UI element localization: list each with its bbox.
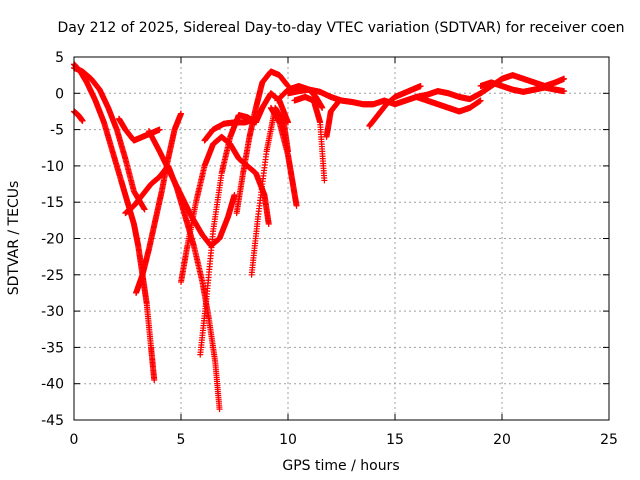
data-point (561, 75, 568, 82)
data-point (79, 117, 86, 124)
series-arc-11 (233, 68, 291, 217)
data-point (477, 97, 484, 104)
data-point (216, 406, 223, 413)
data-point (561, 88, 568, 95)
x-tick-label: 20 (493, 432, 511, 448)
x-tick-labels: 0 5 10 15 20 25 (70, 432, 618, 448)
chart-title: Day 212 of 2025, Sidereal Day-to-day VTE… (58, 20, 625, 36)
y-tick-label: -20 (41, 232, 64, 248)
data-point (336, 97, 343, 104)
data-point (321, 177, 328, 184)
x-tick-label: 25 (600, 432, 618, 448)
data-point (265, 220, 272, 227)
axis-ticks (73, 56, 610, 421)
x-axis-label: GPS time / hours (282, 458, 399, 474)
y-tick-labels: 5 0 -5 -10 -15 -20 -25 -30 -35 -40 -45 (41, 50, 64, 429)
x-tick-label: 0 (70, 432, 79, 448)
series-arc-4 (115, 115, 163, 144)
y-tick-label: -10 (41, 159, 64, 175)
y-tick-label: 0 (55, 86, 64, 102)
y-tick-label: -40 (41, 377, 64, 393)
grid (74, 57, 609, 420)
data-point (141, 206, 148, 213)
series-arc-6 (133, 110, 184, 296)
series-arc-16 (291, 93, 328, 184)
y-tick-label: -5 (50, 123, 64, 139)
data-point (319, 104, 326, 111)
y-tick-label: -30 (41, 304, 64, 320)
series-arc-13 (252, 90, 291, 126)
data-point (417, 83, 424, 90)
data-point (151, 377, 158, 384)
y-tick-label: 5 (55, 50, 64, 66)
data-point (285, 119, 291, 126)
y-tick-label: -25 (41, 268, 64, 284)
series-arc-2 (71, 64, 148, 213)
x-tick-label: 10 (279, 432, 297, 448)
data-point (156, 126, 163, 133)
x-tick-label: 15 (386, 432, 404, 448)
series-arc-20 (381, 93, 484, 115)
series-arc-22 (477, 79, 568, 95)
series-arc-18 (323, 97, 343, 140)
data-point (293, 202, 300, 209)
series-arc-1 (71, 61, 158, 384)
data-point (178, 110, 184, 117)
y-tick-label: -35 (41, 340, 64, 356)
y-tick-label: -15 (41, 195, 64, 211)
y-tick-label: -45 (41, 413, 64, 429)
series-arc-12 (248, 104, 291, 278)
data-point (231, 191, 238, 198)
series-arc-3 (71, 108, 86, 124)
data-marks (71, 61, 568, 413)
y-axis-label: SDTVAR / TECUs (6, 181, 22, 296)
x-tick-label: 5 (177, 432, 186, 448)
series-arc-21 (413, 72, 568, 103)
series-arc-14 (267, 104, 300, 209)
